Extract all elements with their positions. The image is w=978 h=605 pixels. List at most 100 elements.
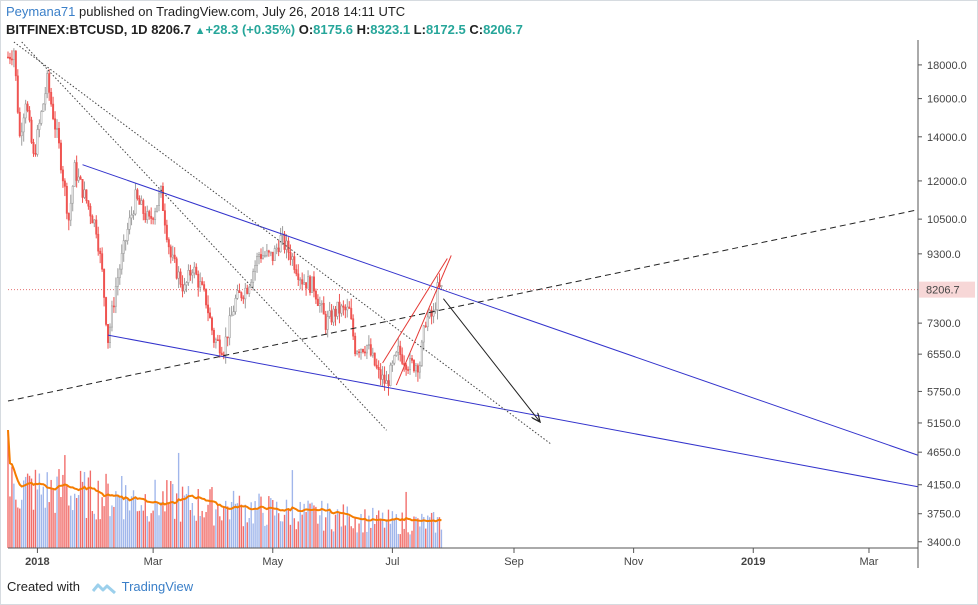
lower-trendline [107,334,919,488]
candle-body [83,189,86,198]
dotted-line-1 [21,41,387,431]
symbol-label[interactable]: BITFINEX:BTCUSD, 1D [6,22,148,37]
candle-body [407,369,410,371]
price-tick-label: 4150.0 [927,480,961,492]
candle-body [128,217,131,230]
candle-body [361,349,364,353]
candle-body [177,271,180,279]
candle-body [122,240,125,254]
time-tick-label: 2018 [25,556,49,568]
candle-body [416,365,419,373]
candle-body [183,284,186,292]
volume-bar [330,529,333,548]
volume-bar [52,489,54,548]
candle-body [54,118,57,130]
volume-bar [260,496,262,548]
volume-bar [228,519,231,548]
candle-body [324,313,327,330]
candle-body [287,240,290,253]
volume-bar [364,509,366,548]
drawing-layer [7,41,919,488]
candle-body [399,345,402,355]
candle-body [244,287,247,300]
candle-body [334,308,337,317]
volume-bar [293,518,296,548]
volume-bar [299,501,301,548]
volume-bar [113,506,115,548]
volume-bar [119,497,121,548]
time-axis[interactable]: 2018 Mar May Jul Sep Nov 2019 Mar [8,547,918,568]
volume-bar [277,513,280,548]
volume-bar [334,514,337,548]
volume-bar [132,490,135,548]
volume-bar [162,491,164,548]
close-label: C: [469,22,484,37]
volume-bar [319,515,321,548]
price-axis[interactable]: 18000.0 16000.0 14000.0 12000.0 10500.0 9300.… [917,40,975,568]
projection-arrow [442,298,539,422]
candle-body [79,176,82,180]
volume-bar [185,493,188,548]
price-tick-label: 18000.0 [927,60,967,72]
candle-body [209,312,211,319]
volume-bar [44,507,46,548]
volume-bar [87,477,90,548]
candle-body [195,266,198,275]
volume-bar [111,505,113,548]
candle-body [250,281,253,288]
candle-body [418,365,421,373]
time-tick-label: Mar [144,556,163,568]
open-value: 8175.6 [313,22,353,37]
candle-body [369,344,372,356]
candle-body [116,277,119,287]
volume-bar [438,517,441,548]
volume-bar [238,495,241,548]
tradingview-brand-link[interactable]: TradingView [121,579,194,594]
candle-body [142,200,145,214]
volume-bar [46,472,48,548]
volume-bar [328,511,331,548]
volume-bar [360,513,362,548]
candle-body [273,248,276,261]
publisher-username[interactable]: Peymana71 [6,4,76,19]
candle-body [75,162,78,181]
candle-body [14,50,17,77]
volume-bar [356,532,358,548]
volume-bar [62,474,64,548]
candle-body [393,355,396,364]
volume-bar [211,487,213,548]
volume-bar [124,485,127,548]
volume-bar [385,519,388,548]
candle-body [26,103,29,111]
candle-body [81,179,84,198]
candle-body [93,219,96,224]
last-price-tag [919,281,975,298]
candle-body [138,198,141,205]
volume-bar [391,511,394,548]
candle-body [44,93,47,105]
candle-body [228,315,231,339]
candle-body [59,142,62,171]
volume-bar [405,491,407,548]
candle-body [230,314,233,317]
volume-bar [395,514,398,548]
volume-bar [368,515,370,548]
volume-bar [130,496,133,548]
candle-body [48,73,51,93]
candle-body [318,303,321,307]
candle-body [271,251,274,261]
candle-body [297,273,300,280]
volume-bar [150,513,152,548]
candle-body [12,50,15,60]
candle-body [150,215,153,219]
candle-body [336,301,339,317]
candle-body [210,317,213,331]
candle-body [261,255,264,259]
volume-bar [230,501,233,548]
volume-bar [417,518,419,548]
volume-bar [421,513,423,548]
volume-bar [89,470,92,548]
volume-bar [101,497,103,548]
volume-bar [262,512,264,548]
